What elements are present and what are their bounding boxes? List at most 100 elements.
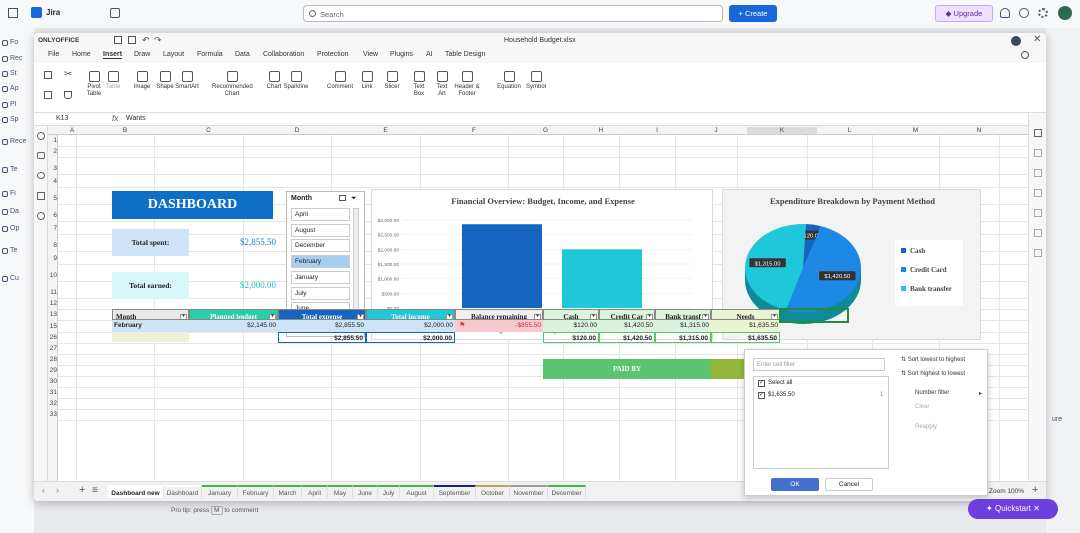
slicer-item[interactable]: July xyxy=(291,286,350,300)
ribbon-smartart[interactable]: SmartArt xyxy=(173,71,201,91)
column-header-E[interactable]: E xyxy=(383,127,388,134)
sidebar-item[interactable]: Fo xyxy=(10,39,19,46)
ribbon-header-footer[interactable]: Header & Footer xyxy=(453,71,481,97)
ribbon-slicer[interactable]: Slicer xyxy=(378,71,406,91)
sidebar-item[interactable]: Op xyxy=(10,225,20,232)
tab-plugins[interactable]: Plugins xyxy=(390,51,413,58)
column-header-D[interactable]: D xyxy=(294,127,300,134)
table-cell[interactable]: $120.00 xyxy=(543,320,599,332)
filter-dropdown-icon[interactable]: ▾ xyxy=(269,314,276,319)
sidebar-item[interactable]: Sp xyxy=(10,116,19,123)
filter-dropdown-icon[interactable]: ▾ xyxy=(702,314,709,319)
save-icon[interactable] xyxy=(114,36,122,44)
selected-cell[interactable] xyxy=(779,308,849,323)
ribbon-comment[interactable]: Comment xyxy=(326,71,354,91)
tab-layout[interactable]: Layout xyxy=(163,51,185,58)
tab-table-design[interactable]: Table Design xyxy=(445,51,486,58)
filter-dropdown-icon[interactable]: ▾ xyxy=(534,314,541,319)
sheet-tab-september[interactable]: September xyxy=(434,485,476,498)
sidebar-item[interactable]: Te xyxy=(10,166,18,173)
sidebar-item[interactable]: Ap xyxy=(10,85,19,92)
multi-select-icon[interactable] xyxy=(339,195,346,201)
tab-formula[interactable]: Formula xyxy=(197,51,223,58)
cell-filter-input[interactable]: Enter cell filter xyxy=(753,358,885,371)
slicer-item[interactable]: February xyxy=(291,255,350,269)
row-header-31[interactable]: 31 xyxy=(49,389,57,396)
sheet-tab-may[interactable]: May xyxy=(328,485,353,498)
ribbon-symbol[interactable]: Symbol xyxy=(522,71,550,91)
ok-button[interactable]: OK xyxy=(771,478,819,491)
search-input[interactable]: Search xyxy=(303,5,723,22)
table-cell[interactable]: $1,420.50 xyxy=(599,320,655,332)
sidebar-item[interactable]: Cu xyxy=(10,275,19,282)
ribbon-shape[interactable]: Shape xyxy=(151,71,179,91)
table-cell[interactable]: February xyxy=(112,320,189,332)
sheet-tab-march[interactable]: March xyxy=(274,485,302,498)
paste-icon[interactable] xyxy=(44,91,52,99)
row-header-13[interactable]: 13 xyxy=(49,311,57,318)
sheet-tab-january[interactable]: January xyxy=(202,485,238,498)
sheet-tab-august[interactable]: August xyxy=(400,485,434,498)
row-header-3[interactable]: 3 xyxy=(53,165,57,172)
row-header-2[interactable]: 2 xyxy=(53,148,57,155)
ribbon-text-box[interactable]: Text Box xyxy=(405,71,433,97)
table-total-cell[interactable]: $2,855.50 xyxy=(278,332,366,343)
upgrade-button[interactable]: ◆ Upgrade xyxy=(935,5,993,22)
table-settings-icon[interactable] xyxy=(1034,249,1042,257)
search-icon[interactable] xyxy=(37,132,45,140)
slicer-item[interactable]: April xyxy=(291,208,350,221)
shape-settings-icon[interactable] xyxy=(1034,209,1042,217)
tab-insert[interactable]: Insert xyxy=(103,51,123,59)
add-sheet-icon[interactable]: + xyxy=(79,484,86,496)
undo-icon[interactable]: ↶ xyxy=(142,35,150,45)
notifications-icon[interactable] xyxy=(1000,8,1010,18)
ribbon-recommended-chart[interactable]: Recommended Chart xyxy=(212,71,253,97)
chat-icon[interactable] xyxy=(37,172,45,179)
ribbon-link[interactable]: Link xyxy=(353,71,381,91)
paragraph-settings-icon[interactable] xyxy=(1034,149,1042,157)
column-header-A[interactable]: A xyxy=(69,127,75,134)
cell-settings-icon[interactable] xyxy=(1034,129,1042,137)
table-total-cell[interactable]: $1,635.50 xyxy=(711,332,780,343)
print-icon[interactable] xyxy=(128,36,136,44)
number-filter-item[interactable]: Number filter xyxy=(915,390,950,396)
column-header-G[interactable]: G xyxy=(542,127,549,134)
row-header-32[interactable]: 32 xyxy=(49,400,57,407)
row-header-4[interactable]: 4 xyxy=(53,178,57,185)
sheet-tab-february[interactable]: February xyxy=(238,485,274,498)
tab-ai[interactable]: AI xyxy=(426,51,433,58)
slicer-item[interactable]: January xyxy=(291,270,350,284)
ribbon-chart[interactable]: Chart xyxy=(260,71,288,91)
avatar[interactable] xyxy=(1058,6,1072,20)
column-header-M[interactable]: M xyxy=(912,127,919,134)
tab-data[interactable]: Data xyxy=(235,51,250,58)
function-icon[interactable]: fx xyxy=(112,114,119,123)
sidebar-item[interactable]: Rece xyxy=(10,138,27,145)
tab-protection[interactable]: Protection xyxy=(317,51,349,58)
chart-settings-icon[interactable] xyxy=(1034,189,1042,197)
sheet-tab-dashboard[interactable]: Dashboard xyxy=(164,485,202,498)
cut-icon[interactable]: ✂ xyxy=(64,69,73,80)
row-header-1[interactable]: 1 xyxy=(53,137,57,144)
filter-dropdown-icon[interactable]: ▾ xyxy=(446,314,453,319)
table-cell[interactable]: $2,855.50 xyxy=(278,320,366,332)
tab-home[interactable]: Home xyxy=(72,51,91,58)
ribbon-pivot-table[interactable]: Pivot Table xyxy=(80,71,108,97)
plugin-icon[interactable] xyxy=(37,212,45,220)
table-cell[interactable]: $1,635.50 xyxy=(711,320,780,332)
ribbon-text-art[interactable]: Text Art xyxy=(428,71,456,97)
value-checkbox[interactable]: ✓ xyxy=(758,392,765,399)
row-header-9[interactable]: 9 xyxy=(53,255,57,262)
row-header-8[interactable]: 8 xyxy=(53,242,57,249)
filter-dropdown-icon[interactable]: ▾ xyxy=(646,314,653,319)
row-header-7[interactable]: 7 xyxy=(53,225,57,232)
next-sheet-icon[interactable]: › xyxy=(56,485,59,495)
slicer-item[interactable]: December xyxy=(291,239,350,253)
help-icon[interactable] xyxy=(1019,8,1029,18)
table-cell[interactable]: $2,000.00 xyxy=(366,320,455,332)
prev-sheet-icon[interactable]: ‹ xyxy=(42,485,45,495)
user-avatar-icon[interactable] xyxy=(1011,36,1021,46)
clear-filter-item[interactable]: Clear xyxy=(915,404,930,410)
table-cell[interactable]: $2,145.00 xyxy=(189,320,278,332)
row-header-6[interactable]: 6 xyxy=(53,212,57,219)
